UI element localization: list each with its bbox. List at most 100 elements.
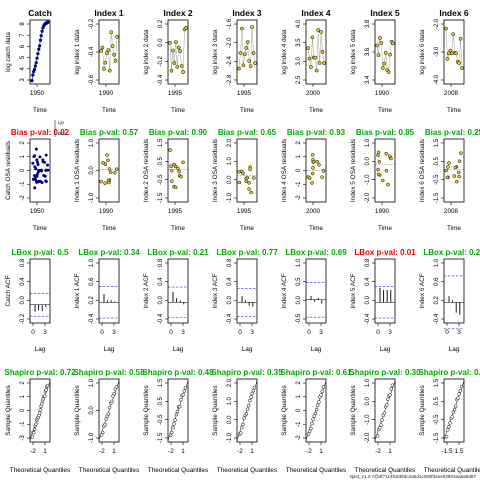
- panel-9-point: [99, 179, 103, 184]
- panel-22-ytick-label: -3: [20, 435, 26, 441]
- panel-10-point: [168, 148, 172, 152]
- panel-4-point: [237, 66, 241, 71]
- panel-2-point: [100, 45, 105, 50]
- panel-11-ylabel: Index 3 OSA residuals: [212, 139, 219, 202]
- panel-1-point: [30, 79, 34, 83]
- panel-4-frame: [236, 19, 258, 85]
- panel-12-xtick-label: 2000: [306, 208, 321, 215]
- panel-28-ytick-label: -0.5: [434, 414, 440, 425]
- panel-8-point: [32, 174, 36, 178]
- panel-18-xtick-label: 3: [250, 329, 254, 336]
- panel-13-ytick-label: -1.0: [365, 174, 371, 185]
- panel-24-point: [177, 404, 182, 409]
- panel-6-point: [380, 66, 385, 70]
- panel-6-series-line: [376, 37, 394, 73]
- panel-25-title: Shapiro p-val: 0.35: [211, 368, 283, 377]
- panel-13-ytick-label: -2.0: [365, 192, 371, 203]
- panel-9-point: [106, 158, 110, 163]
- panel-18-xlabel: Lag: [242, 346, 253, 353]
- panel-22-point: [30, 435, 35, 439]
- panel-16-ytick-label: 1.0: [89, 258, 95, 267]
- panel-8-ytick-label: -2: [20, 195, 26, 201]
- panel-8-point: [35, 158, 39, 162]
- panel-8-ytick-label: 1: [20, 154, 26, 158]
- panel-5-frame: [305, 19, 327, 85]
- panel-14-point: [457, 159, 462, 163]
- panel-10-title: Bias p-val: 0.90: [149, 128, 208, 137]
- panel-9-title: Bias p-val: 0.57: [80, 128, 139, 137]
- panel-14-point: [445, 175, 450, 180]
- panel-28-point: [448, 421, 452, 425]
- panel-15-ytick-label: 0.8: [20, 258, 26, 267]
- panel-25-ytick-label: 0.0: [227, 415, 233, 424]
- panel-5-ytick-label: 4.0: [296, 19, 302, 28]
- panel-12-point: [311, 166, 315, 170]
- panel-21-ytick-label: 1.0: [434, 258, 440, 267]
- panel-24-point: [169, 430, 174, 435]
- panel-26-point: [310, 421, 314, 426]
- panel-13-xlabel: Time: [378, 225, 392, 232]
- panel-18-ytick-label: 0.0: [227, 296, 233, 305]
- panel-5-point: [307, 56, 312, 61]
- panel-12-point: [321, 169, 326, 173]
- panel-2-point: [107, 68, 112, 73]
- panel-7-frame: [443, 19, 465, 85]
- panel-8-ytick-label: 2: [20, 141, 26, 145]
- panel-28-xtick-label: 1.5: [455, 448, 464, 455]
- panel-7-point: [460, 66, 464, 70]
- panel-24-point: [181, 392, 185, 397]
- panel-27-point: [379, 423, 383, 427]
- panel-20-title: LBox p-val: 0.01: [354, 248, 416, 257]
- panel-8-point: [35, 174, 39, 178]
- panel-26-xtick-label: -2: [306, 448, 312, 455]
- panel-15-xtick-label: 0: [31, 329, 35, 336]
- panel-9-ylabel: Index 1 OSA residuals: [74, 139, 81, 202]
- panel-1-point: [35, 56, 39, 60]
- panel-9-ytick-label: 1.0: [89, 138, 95, 147]
- panel-23-point: [100, 430, 105, 435]
- panel-26-ylabel: Sample Quantiles: [281, 385, 288, 435]
- panel-26-point: [313, 411, 318, 416]
- panel-26-point: [317, 400, 321, 404]
- panel-4-ytick-label: -2.8: [227, 74, 233, 85]
- panel-3-ytick-label: -0.4: [158, 74, 164, 85]
- panel-8-xtick-label: 1950: [30, 208, 45, 215]
- panel-7-ytick-label: -4.0: [434, 74, 440, 85]
- panel-10-ytick-label: -1.5: [158, 192, 164, 203]
- panel-1-point: [36, 52, 40, 56]
- panel-23-point: [107, 405, 112, 410]
- panel-26-frame: [305, 378, 327, 443]
- panel-14-point: [457, 174, 461, 179]
- panel-4-point: [244, 46, 249, 50]
- panel-17-ytick-label: 0.0: [158, 296, 164, 305]
- panel-23-xlabel: Theoretical Quantiles: [79, 467, 139, 474]
- panel-8-title: Bias p-val: 0.02: [11, 128, 70, 137]
- panel-2-point: [113, 58, 118, 63]
- panel-11-ytick-label: 0.0: [227, 175, 233, 184]
- panel-28-point: [444, 434, 449, 439]
- panel-19-ytick-label: 0.5: [296, 277, 302, 286]
- panel-10-ytick-label: 1.5: [158, 138, 164, 147]
- panel-14-xtick-label: 2008: [444, 208, 459, 215]
- panel-3-series-line: [169, 27, 187, 73]
- panel-25-xtick-label: 1: [250, 448, 254, 455]
- panel-4-series-line: [238, 27, 256, 69]
- panel-20-ytick-label: 0.0: [365, 296, 371, 305]
- panel-9-point: [103, 181, 107, 185]
- panel-2-point: [112, 52, 116, 57]
- panel-6-point: [378, 36, 382, 40]
- panel-5-point: [322, 61, 326, 65]
- panel-9-point: [101, 161, 105, 165]
- panel-27-point: [390, 383, 395, 388]
- panel-12-point: [315, 159, 319, 164]
- panel-25-point: [242, 416, 246, 420]
- panel-5-point: [317, 61, 322, 65]
- panel-8-point: [41, 158, 45, 162]
- panel-1-ytick-label: 6: [20, 44, 26, 48]
- panel-6-point: [382, 61, 387, 66]
- panel-18-ytick-label: 0.8: [227, 258, 233, 267]
- panel-13-point: [377, 160, 382, 164]
- panel-6-xlabel: Time: [378, 107, 392, 114]
- panel-8-ytick-label: 0: [20, 168, 26, 172]
- panel-11-point: [247, 181, 251, 185]
